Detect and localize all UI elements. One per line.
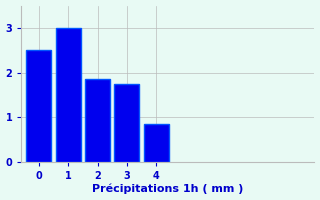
Bar <box>144 124 169 162</box>
Bar <box>114 84 139 162</box>
X-axis label: Précipitations 1h ( mm ): Précipitations 1h ( mm ) <box>92 184 244 194</box>
Bar <box>56 28 81 162</box>
Bar <box>27 50 52 162</box>
Bar <box>85 79 110 162</box>
